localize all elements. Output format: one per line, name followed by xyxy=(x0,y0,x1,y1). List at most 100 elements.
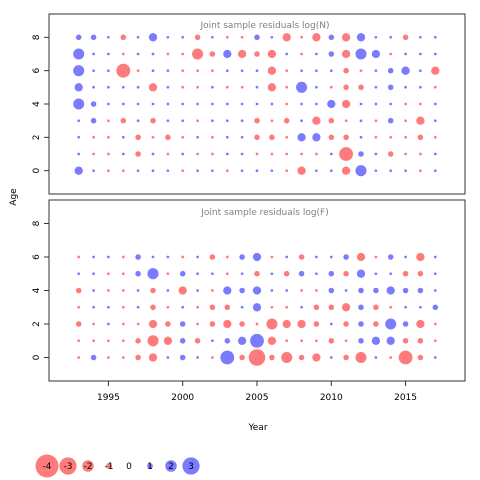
bubble xyxy=(196,102,199,106)
legend-bubble xyxy=(147,463,153,469)
bubble xyxy=(358,321,364,327)
bubble xyxy=(315,255,318,259)
x-axis-label: Year xyxy=(247,423,267,433)
bubble xyxy=(315,102,318,106)
bubble xyxy=(77,272,81,276)
bubble xyxy=(121,85,125,89)
bubble xyxy=(151,152,155,156)
bubble xyxy=(328,134,335,141)
bubble xyxy=(151,255,155,259)
bubble xyxy=(240,169,244,173)
bubble xyxy=(254,34,260,41)
bubble xyxy=(373,321,379,327)
bubble xyxy=(166,289,170,292)
bubble xyxy=(136,169,140,173)
bubble xyxy=(196,135,199,139)
bubble xyxy=(328,304,335,311)
bubble xyxy=(356,252,366,262)
bubble xyxy=(358,84,364,91)
bubble xyxy=(255,169,259,173)
bubble xyxy=(312,133,321,142)
legend-label: -4 xyxy=(43,462,52,472)
bubble xyxy=(181,119,185,123)
bubble xyxy=(196,356,199,359)
bubble xyxy=(165,321,171,327)
bubble xyxy=(252,252,262,262)
bubble xyxy=(285,169,289,173)
bubble xyxy=(254,117,260,124)
bubble xyxy=(107,289,110,292)
bubble xyxy=(77,119,81,123)
bubble xyxy=(92,289,95,292)
y-tick-label: 0 xyxy=(32,168,42,174)
bubble xyxy=(166,152,170,156)
bubble xyxy=(181,152,185,156)
bubble xyxy=(92,69,95,73)
size-legend: -4 -3 -2 -1 0 1 2 3 xyxy=(35,454,200,478)
bubble xyxy=(135,270,141,277)
bubble xyxy=(270,35,274,39)
legend-bubble xyxy=(59,457,77,475)
bubble xyxy=(374,69,378,73)
bubble xyxy=(374,255,378,259)
bubble xyxy=(358,338,364,344)
bubble xyxy=(417,134,424,141)
bubble xyxy=(166,119,170,123)
bubble xyxy=(107,272,110,276)
bubble xyxy=(285,152,289,156)
bubble xyxy=(300,119,303,123)
bubble xyxy=(196,169,199,173)
bubble xyxy=(344,339,348,343)
bubble xyxy=(341,99,351,109)
bubble xyxy=(77,135,81,139)
bubble xyxy=(166,69,170,73)
bubble xyxy=(402,34,409,41)
bubble xyxy=(73,65,85,77)
bubble xyxy=(315,289,318,292)
bubble xyxy=(371,49,381,59)
bubble xyxy=(179,270,186,277)
bubble xyxy=(136,35,140,39)
bubble xyxy=(196,119,199,123)
bubble xyxy=(92,135,95,139)
bubble xyxy=(181,255,185,259)
bubble xyxy=(136,102,140,106)
bubble xyxy=(433,152,437,156)
bubble xyxy=(343,84,349,91)
bubble xyxy=(121,272,125,276)
x-tick-label: 2000 xyxy=(171,393,194,403)
bubble xyxy=(315,85,318,89)
bubble xyxy=(90,117,97,124)
x-tick-label: 2010 xyxy=(320,393,343,403)
bubble xyxy=(211,169,214,173)
bubble xyxy=(387,67,394,74)
bubble xyxy=(255,152,259,156)
bubble xyxy=(255,85,259,89)
bubble xyxy=(135,254,141,260)
bubble xyxy=(121,102,125,106)
y-tick-label: 8 xyxy=(32,34,42,40)
bubble xyxy=(404,52,407,56)
bubble xyxy=(74,166,83,175)
bubble xyxy=(315,152,318,156)
bubble xyxy=(225,102,229,106)
bubble xyxy=(312,353,321,362)
bubble xyxy=(404,85,407,89)
bubble xyxy=(300,52,303,56)
bubble xyxy=(267,336,277,345)
bubble xyxy=(419,305,422,309)
bubble xyxy=(300,102,303,106)
bubble xyxy=(181,169,185,173)
bubble xyxy=(431,66,440,75)
bubble xyxy=(225,272,229,276)
bubble xyxy=(285,289,289,292)
bubble xyxy=(270,305,274,309)
bubble xyxy=(270,255,274,259)
bubble xyxy=(398,350,413,365)
bubble xyxy=(107,119,110,123)
bubble xyxy=(147,335,159,347)
bubble xyxy=(433,35,437,39)
bubble xyxy=(166,305,170,309)
bubble xyxy=(196,322,199,326)
bubble xyxy=(75,34,82,41)
